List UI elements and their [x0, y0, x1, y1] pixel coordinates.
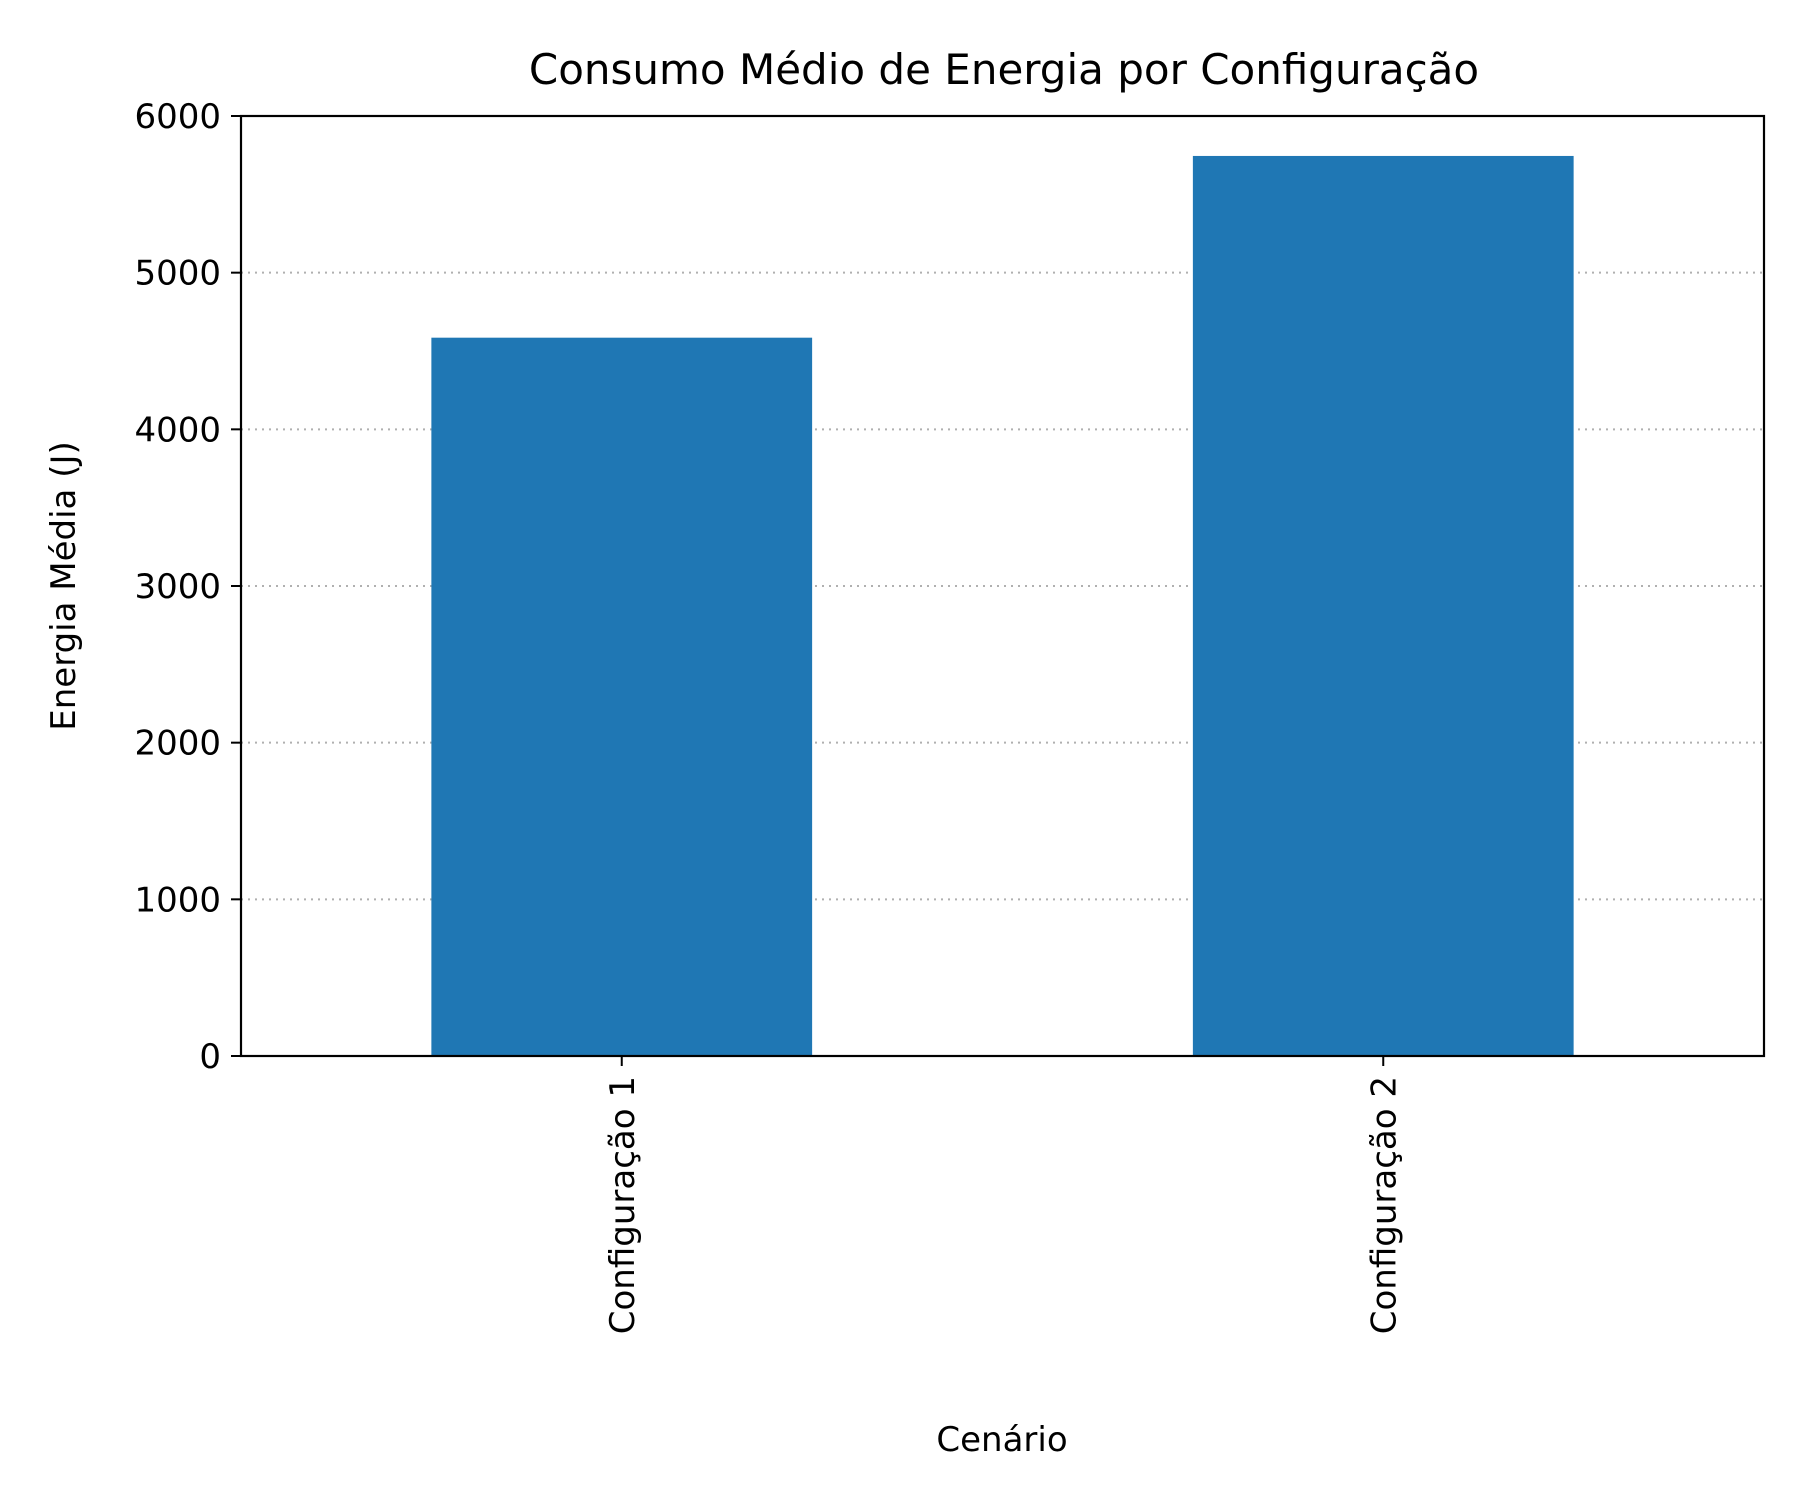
x-tick-label: Configuração 1 — [603, 1076, 643, 1334]
y-tick-label: 1000 — [134, 880, 221, 920]
x-axis-ticks: Configuração 1 Configuração 2 — [603, 1056, 1404, 1334]
bar — [1192, 155, 1574, 1056]
y-tick-label: 0 — [199, 1037, 221, 1077]
plot-frame — [239, 114, 1766, 1058]
x-axis-label: Cenário — [936, 1420, 1067, 1460]
y-tick-label: 6000 — [134, 97, 221, 137]
y-axis-ticks: 0 1000 2000 3000 4000 5000 6000 — [134, 97, 241, 1077]
x-tick-label: Configuração 2 — [1364, 1076, 1404, 1334]
y-axis-label: Energia Média (J) — [44, 441, 84, 730]
bars — [431, 155, 1574, 1056]
chart-title: Consumo Médio de Energia por Configuraçã… — [529, 45, 1479, 94]
y-tick-label: 2000 — [134, 724, 221, 764]
bar — [431, 337, 813, 1056]
y-tick-label: 3000 — [134, 567, 221, 607]
y-tick-label: 5000 — [134, 254, 221, 294]
y-tick-label: 4000 — [134, 410, 221, 450]
